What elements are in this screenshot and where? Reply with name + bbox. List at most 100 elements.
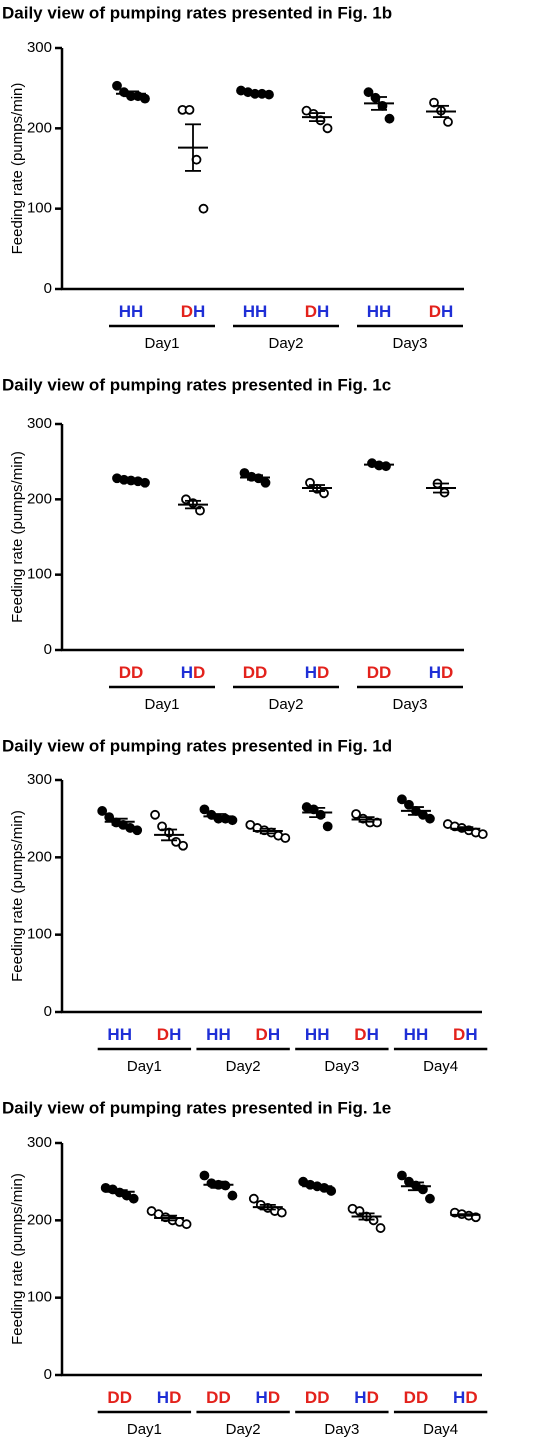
data-point <box>397 794 407 805</box>
data-point <box>140 93 150 104</box>
group-label: Day1 <box>127 1421 162 1438</box>
category-letter: H <box>120 1025 132 1044</box>
category-letter: D <box>453 1025 465 1044</box>
category-label: DH <box>256 1025 281 1044</box>
category-letter: H <box>218 1025 230 1044</box>
y-tick-label: 0 <box>44 280 52 297</box>
group-label: Day4 <box>423 1058 458 1075</box>
category-label: HD <box>157 1388 182 1407</box>
category-letter: H <box>429 663 441 682</box>
data-point <box>227 1190 238 1201</box>
y-tick-label: 200 <box>27 490 52 507</box>
category-letter: D <box>379 663 391 682</box>
category-label: HD <box>181 663 206 682</box>
category-label: HH <box>107 1025 132 1044</box>
group-label: Day3 <box>392 335 427 352</box>
category-letter: H <box>119 302 131 321</box>
y-tick-label: 100 <box>27 200 52 217</box>
category-letter: H <box>367 302 379 321</box>
category-label: DD <box>305 1388 330 1407</box>
category-letter: H <box>379 302 391 321</box>
category-letter: H <box>354 1388 366 1407</box>
category-label: DD <box>107 1388 132 1407</box>
y-tick-label: 300 <box>27 39 52 56</box>
chart-title: Daily view of pumping rates presented in… <box>2 3 392 22</box>
chart-title: Daily view of pumping rates presented in… <box>2 375 391 394</box>
category-letter: H <box>243 302 255 321</box>
category-label: DH <box>181 302 206 321</box>
group-label: Day3 <box>324 1421 359 1438</box>
category-label: DD <box>206 1388 231 1407</box>
y-axis-label: Feeding rate (pumps/min) <box>9 1173 26 1345</box>
category-letter: H <box>416 1025 428 1044</box>
category-letter: H <box>157 1388 169 1407</box>
category-letter: D <box>367 1388 379 1407</box>
y-tick-label: 300 <box>27 415 52 432</box>
category-label: HD <box>453 1388 478 1407</box>
category-letter: H <box>453 1388 465 1407</box>
category-label: DH <box>305 302 330 321</box>
y-tick-label: 100 <box>27 1289 52 1306</box>
group-label: Day2 <box>268 335 303 352</box>
data-point <box>97 806 108 816</box>
category-letter: D <box>218 1388 230 1407</box>
category-letter: D <box>255 663 267 682</box>
chart-title: Daily view of pumping rates presented in… <box>2 736 392 755</box>
category-letter: D <box>441 663 453 682</box>
category-letter: D <box>404 1388 416 1407</box>
category-label: HD <box>354 1388 379 1407</box>
group-label: Day3 <box>392 696 427 713</box>
category-letter: D <box>107 1388 119 1407</box>
category-letter: H <box>255 302 267 321</box>
chart-title: Daily view of pumping rates presented in… <box>2 1098 391 1117</box>
data-point <box>178 840 188 851</box>
data-point <box>375 1223 386 1233</box>
y-tick-label: 300 <box>27 1134 52 1151</box>
y-tick-label: 0 <box>44 1003 52 1020</box>
category-letter: H <box>181 663 193 682</box>
category-label: DD <box>367 663 392 682</box>
data-point <box>112 80 122 91</box>
group-label: Day1 <box>127 1058 162 1075</box>
category-letter: D <box>317 1388 329 1407</box>
group-label: Day2 <box>226 1058 261 1075</box>
data-point <box>397 1170 407 1181</box>
group-label: Day4 <box>423 1421 458 1438</box>
category-letter: H <box>256 1388 268 1407</box>
category-letter: D <box>206 1388 218 1407</box>
group-label: Day2 <box>226 1421 261 1438</box>
category-letter: H <box>465 1025 477 1044</box>
category-letter: H <box>317 1025 329 1044</box>
category-letter: D <box>317 663 329 682</box>
category-letter: D <box>120 1388 132 1407</box>
y-axis-label: Feeding rate (pumps/min) <box>9 810 26 982</box>
category-letter: H <box>367 1025 379 1044</box>
data-point <box>384 113 395 124</box>
data-point <box>227 815 238 826</box>
category-letter: H <box>441 302 453 321</box>
y-tick-label: 200 <box>27 119 52 136</box>
category-letter: D <box>268 1388 280 1407</box>
category-label: HD <box>429 663 454 682</box>
data-point <box>132 825 143 836</box>
data-point <box>326 1186 337 1196</box>
data-point <box>248 1193 259 1204</box>
y-tick-label: 0 <box>44 1366 52 1383</box>
category-label: DH <box>429 302 454 321</box>
data-point <box>322 821 333 832</box>
y-tick-label: 300 <box>27 771 52 788</box>
category-letter: D <box>256 1025 268 1044</box>
category-label: DD <box>243 663 268 682</box>
category-label: HH <box>206 1025 231 1044</box>
category-label: HH <box>119 302 144 321</box>
y-tick-label: 100 <box>27 926 52 943</box>
data-point <box>184 104 195 115</box>
category-letter: H <box>131 302 143 321</box>
data-point <box>128 1193 139 1204</box>
data-point <box>322 123 333 134</box>
category-letter: H <box>206 1025 218 1044</box>
category-label: HH <box>367 302 392 321</box>
group-label: Day1 <box>144 335 179 352</box>
category-letter: D <box>305 1388 317 1407</box>
y-tick-label: 200 <box>27 1211 52 1228</box>
